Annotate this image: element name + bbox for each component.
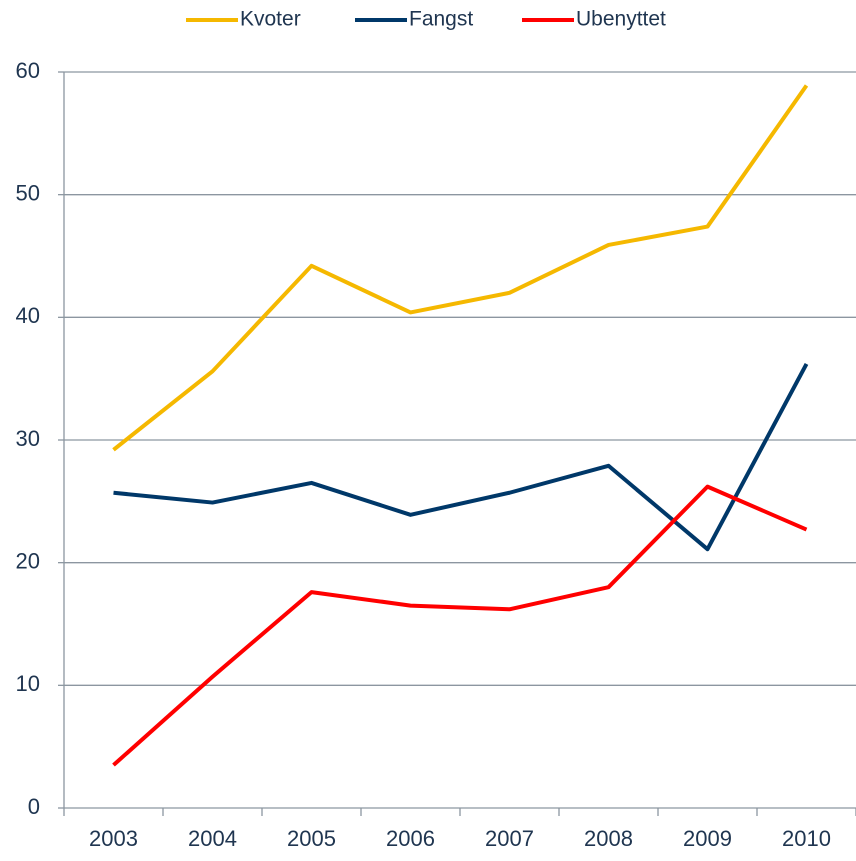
legend: Kvoter Fangst Ubenyttet (186, 8, 666, 31)
y-tick-label: 30 (16, 426, 40, 451)
y-tick-label: 60 (16, 58, 40, 83)
x-tick-label: 2009 (683, 826, 732, 851)
x-tick-label: 2010 (782, 826, 831, 851)
x-tick-label: 2004 (188, 826, 237, 851)
legend-label: Fangst (409, 8, 473, 31)
x-tick-label: 2006 (386, 826, 435, 851)
x-tick-label: 2005 (287, 826, 336, 851)
x-tick-label: 2007 (485, 826, 534, 851)
series-line (113, 363, 809, 552)
y-tick-label: 50 (16, 180, 40, 205)
y-tick-label: 10 (16, 671, 40, 696)
x-tick-label: 2003 (89, 826, 138, 851)
series-line (112, 84, 809, 452)
legend-label: Ubenyttet (576, 8, 666, 31)
y-tick-label: 20 (16, 548, 40, 573)
legend-label: Kvoter (240, 8, 301, 31)
y-tick-label: 40 (16, 303, 40, 328)
x-tick-label: 2008 (584, 826, 633, 851)
y-tick-label: 0 (28, 794, 40, 819)
series-line (112, 484, 808, 767)
